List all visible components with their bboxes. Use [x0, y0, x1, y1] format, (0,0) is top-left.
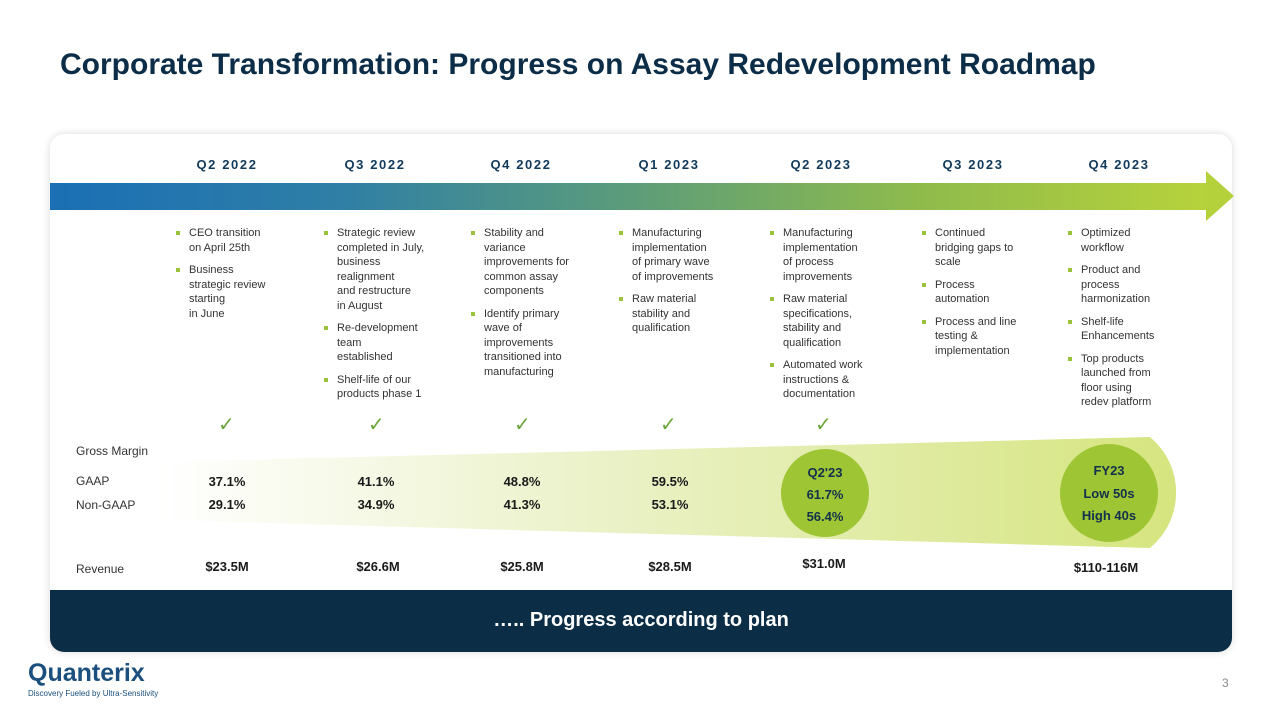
- circle-heading: Q2'23: [807, 465, 843, 480]
- milestone-item: Re-development team established: [324, 321, 449, 365]
- check-icon: ✓: [660, 414, 677, 436]
- milestone-item: Shelf-life of our products phase 1: [324, 373, 449, 402]
- circle-non-gaap-value: 56.4%: [806, 509, 844, 524]
- milestone-item: Process automation: [922, 278, 1047, 307]
- quarter-header: Q4 2023: [1088, 157, 1150, 172]
- revenue-value: $23.5M: [205, 559, 249, 574]
- milestone-item: CEO transition on April 25th: [176, 226, 301, 255]
- page-title: Corporate Transformation: Progress on As…: [60, 48, 1096, 81]
- milestone-list: Strategic review completed in July, busi…: [324, 226, 449, 410]
- milestone-list: CEO transition on April 25th Business st…: [176, 226, 301, 329]
- check-icon: ✓: [514, 414, 531, 436]
- quarter-header: Q3 2023: [942, 157, 1004, 172]
- milestone-item: Manufacturing implementation of process …: [770, 226, 895, 284]
- quarter-header: Q2 2023: [790, 157, 852, 172]
- revenue-value: $28.5M: [648, 559, 692, 574]
- timeline-arrow-bar: [50, 183, 1208, 210]
- progress-banner: ….. Progress according to plan: [50, 590, 1232, 652]
- logo-tagline: Discovery Fueled by Ultra-Sensitivity: [28, 689, 159, 698]
- gaap-value: 41.1%: [357, 474, 395, 489]
- roadmap-panel: [50, 134, 1232, 652]
- non-gaap-value: 53.1%: [651, 497, 689, 512]
- page-number: 3: [1222, 676, 1229, 690]
- gaap-value: 59.5%: [651, 474, 689, 489]
- progress-banner-text: ….. Progress according to plan: [493, 609, 789, 631]
- quarter-header: Q4 2022: [490, 157, 552, 172]
- milestone-item: Process and line testing & implementatio…: [922, 315, 1047, 359]
- fy23-margin-circle: [1060, 444, 1158, 542]
- revenue-value: $110-116M: [1073, 560, 1139, 575]
- milestone-item: Raw material stability and qualification: [619, 292, 744, 336]
- milestone-list: Manufacturing implementation of process …: [770, 226, 895, 410]
- milestone-item: Manufacturing implementation of primary …: [619, 226, 744, 284]
- milestone-list: Stability and variance improvements for …: [471, 226, 596, 387]
- milestone-item: Optimized workflow: [1068, 226, 1193, 255]
- milestone-item: Strategic review completed in July, busi…: [324, 226, 449, 313]
- check-icon: ✓: [368, 414, 385, 436]
- circle-heading: FY23: [1093, 463, 1125, 478]
- milestone-item: Product and process harmonization: [1068, 263, 1193, 307]
- milestone-item: Top products launched from floor using r…: [1068, 352, 1193, 410]
- non-gaap-value: 29.1%: [208, 497, 246, 512]
- non-gaap-label: Non-GAAP: [76, 498, 136, 512]
- revenue-value: $25.8M: [500, 559, 544, 574]
- circle-gaap-value: Low 50s: [1083, 486, 1135, 501]
- milestone-list: Continued bridging gaps to scale Process…: [922, 226, 1047, 366]
- check-icon: ✓: [815, 414, 832, 436]
- timeline-arrow-head: [1206, 171, 1234, 221]
- circle-non-gaap-value: High 40s: [1081, 508, 1137, 523]
- revenue-label: Revenue: [76, 562, 125, 576]
- non-gaap-value: 41.3%: [503, 497, 541, 512]
- milestone-item: Automated work instructions & documentat…: [770, 358, 895, 402]
- milestone-item: Stability and variance improvements for …: [471, 226, 596, 299]
- milestone-item: Continued bridging gaps to scale: [922, 226, 1047, 270]
- milestone-item: Identify primary wave of improvements tr…: [471, 307, 596, 380]
- milestone-item: Business strategic review starting in Ju…: [176, 263, 301, 321]
- milestone-list: Manufacturing implementation of primary …: [619, 226, 744, 344]
- revenue-value: $26.6M: [356, 559, 400, 574]
- milestone-item: Shelf-life Enhancements: [1068, 315, 1193, 344]
- gross-margin-label: Gross Margin: [76, 444, 149, 458]
- milestone-item: Raw material specifications, stability a…: [770, 292, 895, 350]
- quarter-header: Q2 2022: [196, 157, 258, 172]
- milestone-list: Optimized workflow Product and process h…: [1068, 226, 1193, 418]
- gaap-value: 37.1%: [208, 474, 246, 489]
- check-icon: ✓: [218, 414, 235, 436]
- revenue-value: $31.0M: [802, 556, 846, 571]
- q2-2023-margin-circle: [781, 449, 869, 537]
- gaap-label: GAAP: [76, 474, 110, 488]
- circle-gaap-value: 61.7%: [806, 487, 844, 502]
- company-logo: Quanterix: [28, 659, 145, 687]
- quarter-header: Q3 2022: [344, 157, 406, 172]
- gaap-value: 48.8%: [503, 474, 541, 489]
- quarter-header: Q1 2023: [638, 157, 700, 172]
- non-gaap-value: 34.9%: [357, 497, 395, 512]
